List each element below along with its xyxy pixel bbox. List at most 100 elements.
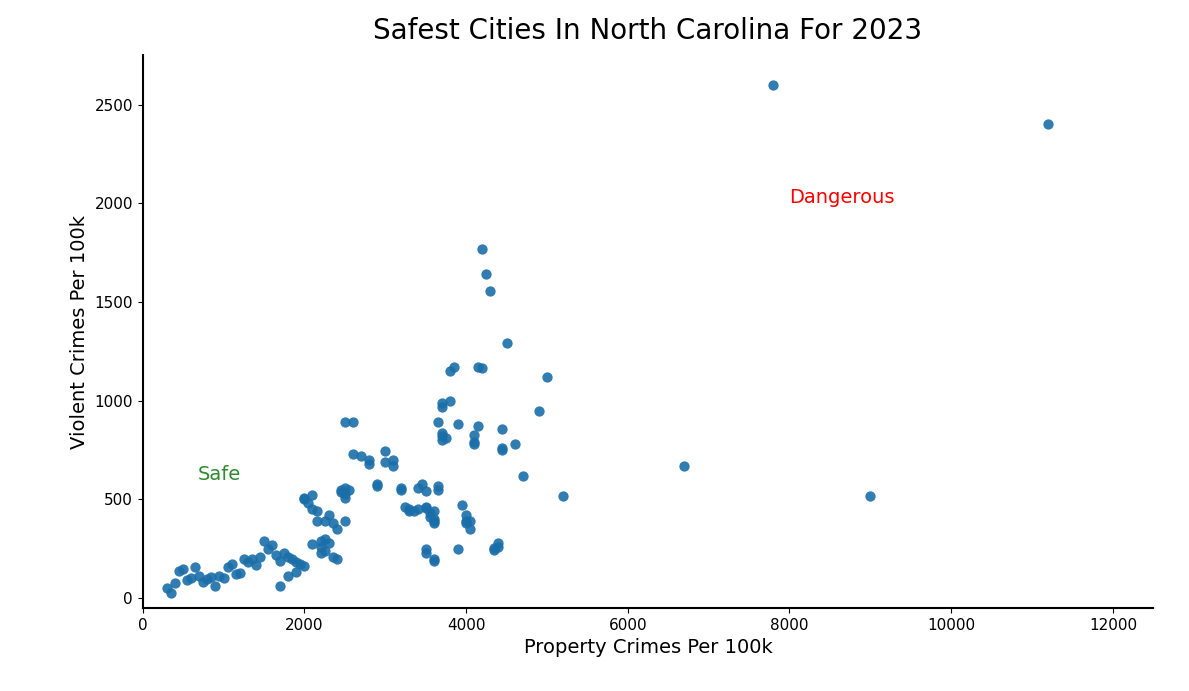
Point xyxy=(400,504,419,515)
Point xyxy=(271,555,290,566)
Point xyxy=(226,568,245,579)
Point xyxy=(177,575,196,586)
Point xyxy=(335,488,354,499)
Point xyxy=(243,553,262,565)
Point xyxy=(307,506,326,517)
Point xyxy=(315,533,334,545)
Point xyxy=(344,448,363,460)
Point xyxy=(433,428,452,439)
Point xyxy=(477,269,496,280)
Point xyxy=(448,543,467,554)
Point xyxy=(413,478,432,489)
Point xyxy=(763,79,782,91)
Point xyxy=(465,439,484,450)
Point xyxy=(190,571,209,582)
Point xyxy=(460,515,479,527)
Point xyxy=(485,545,504,556)
Point xyxy=(457,510,476,521)
Point xyxy=(424,518,443,529)
Point xyxy=(323,551,342,562)
Point xyxy=(465,430,484,441)
Point xyxy=(537,372,556,383)
Point xyxy=(185,561,205,572)
Point xyxy=(473,363,492,374)
Point xyxy=(222,558,241,569)
Point xyxy=(416,543,435,554)
Point xyxy=(465,437,484,448)
Point xyxy=(352,451,371,462)
Point xyxy=(315,515,334,527)
Point xyxy=(231,567,250,578)
Point xyxy=(157,583,176,594)
Point xyxy=(433,435,452,446)
Point xyxy=(424,555,443,566)
Point xyxy=(182,573,201,584)
Point xyxy=(174,563,193,574)
Point xyxy=(485,542,504,553)
Text: Safe: Safe xyxy=(197,465,241,484)
Point xyxy=(197,574,216,585)
Point xyxy=(359,458,378,469)
Point xyxy=(344,417,363,428)
Point xyxy=(170,565,189,576)
Point xyxy=(457,515,476,527)
Point xyxy=(295,560,314,571)
Y-axis label: Violent Crimes Per 100k: Violent Crimes Per 100k xyxy=(70,215,89,448)
Point xyxy=(424,506,443,517)
X-axis label: Property Crimes Per 100k: Property Crimes Per 100k xyxy=(523,638,773,657)
Point xyxy=(303,489,322,500)
Point xyxy=(489,541,508,552)
Point xyxy=(319,510,338,521)
Point xyxy=(428,480,447,491)
Point xyxy=(396,502,415,513)
Point xyxy=(303,504,322,515)
Point xyxy=(251,551,270,562)
Point xyxy=(332,486,351,497)
Point xyxy=(436,433,455,444)
Point xyxy=(210,570,229,581)
Title: Safest Cities In North Carolina For 2023: Safest Cities In North Carolina For 2023 xyxy=(373,17,923,45)
Point xyxy=(315,545,334,556)
Point xyxy=(312,536,331,547)
Point xyxy=(258,543,277,554)
Point xyxy=(424,515,443,527)
Point xyxy=(416,485,435,496)
Point xyxy=(392,484,411,495)
Point xyxy=(162,588,181,599)
Point xyxy=(448,419,467,430)
Point xyxy=(335,482,354,493)
Point xyxy=(287,566,306,577)
Point xyxy=(271,581,290,592)
Point xyxy=(323,518,342,529)
Point xyxy=(307,515,326,527)
Point xyxy=(327,553,346,565)
Point xyxy=(319,538,338,549)
Point xyxy=(332,484,351,495)
Point xyxy=(473,243,492,254)
Point xyxy=(416,503,435,514)
Point xyxy=(408,482,427,493)
Point xyxy=(275,547,294,558)
Point xyxy=(529,405,548,416)
Point xyxy=(384,460,403,471)
Point xyxy=(428,416,447,427)
Point xyxy=(335,515,354,527)
Point xyxy=(416,502,435,513)
Point xyxy=(453,500,472,511)
Point xyxy=(493,444,512,455)
Point xyxy=(505,439,524,450)
Point xyxy=(359,455,378,466)
Point xyxy=(424,513,443,524)
Point xyxy=(312,547,331,558)
Point xyxy=(420,508,439,519)
Point xyxy=(202,572,221,583)
Point xyxy=(214,573,233,584)
Point xyxy=(514,471,533,482)
Point xyxy=(433,401,452,413)
Point xyxy=(433,397,452,408)
Point xyxy=(327,524,346,535)
Point xyxy=(312,541,331,552)
Point xyxy=(234,553,253,565)
Point xyxy=(367,478,386,489)
Point xyxy=(254,536,273,547)
